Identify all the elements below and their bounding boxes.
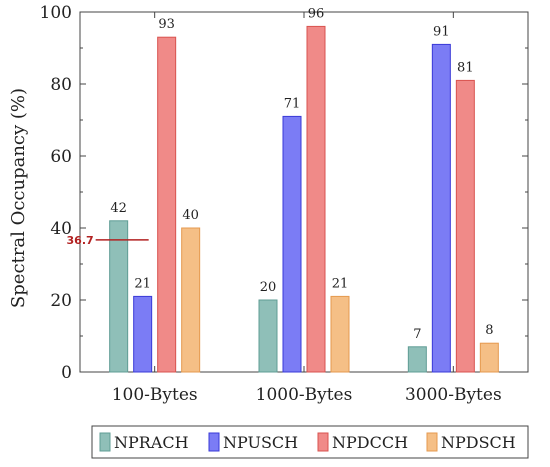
bar [306,25,326,373]
data-label: 8 [485,323,493,338]
legend-swatch [208,432,220,452]
x-tick-label: 1000-Bytes [256,385,353,405]
data-label: 42 [110,201,127,216]
x-tick-label: 100-Bytes [112,385,198,405]
bar [258,299,278,373]
data-label: 71 [284,96,301,111]
data-label: 21 [332,276,349,291]
legend-entry: NPDSCH [441,433,516,452]
legend-entry: NPUSCH [223,433,298,452]
y-tick-label: 0 [61,363,72,383]
y-tick-label: 80 [50,75,72,95]
bar [455,79,475,373]
x-tick-label: 3000-Bytes [405,385,502,405]
bar [157,36,177,373]
bar [109,220,129,373]
annotation-label: 36.7 [67,234,94,247]
legend-swatch [426,432,438,452]
legend-swatch [317,432,329,452]
bar [282,115,302,373]
plot-area: 0 20 40 60 80 100 100-Bytes 42 21 93 40 1000-Bytes 2… [40,3,529,405]
legend-entry: NPRACH [114,433,189,452]
bar [181,227,201,373]
y-tick-label: 40 [50,219,72,239]
y-tick-label: 20 [50,291,72,311]
data-label: 21 [134,276,151,291]
legend-box [91,425,529,459]
data-label: 7 [413,327,421,342]
legend-entry: NPDCCH [332,433,408,452]
y-axis-label: Spectral Occupancy (%) [8,88,29,308]
bar [479,342,499,373]
data-label: 81 [457,60,474,75]
legend: NPRACH NPUSCH NPDCCH NPDSCH [91,425,529,459]
bar [133,295,153,373]
data-label: 40 [182,208,199,223]
bar [407,346,427,373]
data-label: 96 [308,6,325,21]
y-tick-label: 60 [50,147,72,167]
bar [431,43,451,373]
y-tick-label: 100 [40,3,72,23]
legend-swatch [99,432,111,452]
data-label: 20 [260,280,277,295]
data-label: 91 [433,24,450,39]
bar [330,295,350,373]
data-label: 93 [158,17,175,32]
